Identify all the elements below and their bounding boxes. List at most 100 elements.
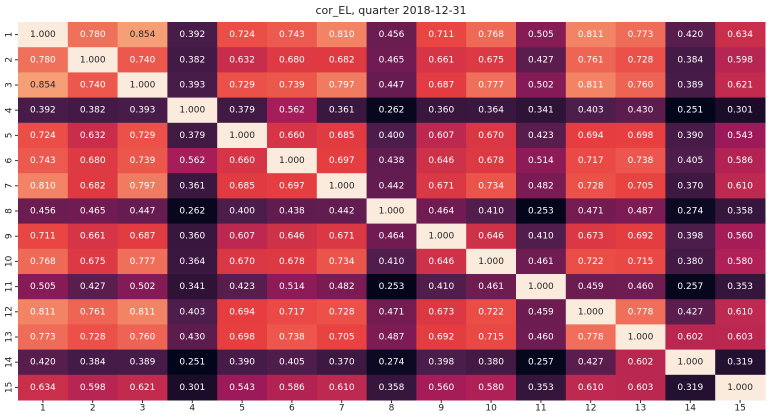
cell-label: 0.364 [478,106,504,116]
cell-label: 0.370 [677,181,703,191]
cell-label: 0.353 [727,282,753,292]
heat-cell [366,148,417,174]
heat-cell [615,349,666,376]
cell-label: 0.739 [130,156,156,166]
cell-label: 0.392 [30,106,56,116]
cell-label: 0.660 [279,131,305,141]
heat-cell [565,374,617,401]
cell-label: 0.427 [528,55,554,65]
y-tick-label: 12 [5,306,15,317]
cell-label: 0.728 [578,181,604,191]
heat-cell [466,122,517,149]
heat-cell [316,72,368,99]
cell-label: 0.598 [80,383,106,393]
heat-cell [366,173,417,199]
cell-label: 0.634 [30,383,56,393]
cell-label: 0.687 [130,232,156,242]
heat-cell [516,324,567,351]
heat-cell [167,248,218,275]
cell-label: 0.621 [727,81,753,91]
heat-cell [117,324,168,351]
heat-cell [316,122,368,149]
heat-cell [715,22,766,48]
cell-label: 0.502 [130,282,156,292]
cell-label: 1.000 [279,156,305,166]
cell-label: 0.562 [279,106,305,116]
cell-label: 0.459 [578,282,604,292]
cell-label: 0.405 [677,156,703,166]
cell-label: 0.646 [428,156,454,166]
cell-label: 0.461 [478,282,504,292]
cell-label: 0.698 [628,131,654,141]
heat-cell [416,148,467,174]
heat-cell [366,299,417,325]
cell-label: 0.274 [677,207,703,217]
heat-cell [67,274,119,300]
heat-cell [665,374,716,401]
heat-cell [316,173,368,199]
cell-label: 0.778 [578,333,604,343]
cell-label: 0.505 [528,30,554,40]
cell-label: 0.464 [428,207,454,217]
heat-cell [565,97,617,124]
heat-cell [18,198,69,225]
cell-label: 0.382 [80,106,106,116]
cell-label: 0.673 [578,232,604,242]
heat-cell [665,223,716,250]
x-tick-label: 6 [289,404,295,414]
cell-label: 0.711 [30,232,56,242]
heat-cell [117,22,168,48]
heat-cell [316,374,368,401]
cell-label: 0.811 [130,307,156,317]
heat-cell [316,274,368,300]
heat-cell [516,198,567,225]
heat-cell [217,97,268,124]
x-tick-label: 3 [140,404,146,414]
cell-label: 0.410 [379,257,405,267]
heat-cell [665,274,716,300]
cell-label: 0.773 [30,333,56,343]
cell-label: 0.543 [727,131,753,141]
heat-cell [67,248,119,275]
heat-cell [665,97,716,124]
cell-label: 0.438 [279,207,305,217]
cell-label: 0.692 [428,333,454,343]
cell-label: 1.000 [478,257,504,267]
heat-cell [366,248,417,275]
heat-cell [466,349,517,376]
heat-cell [18,248,69,275]
cell-label: 0.319 [727,358,753,368]
cell-label: 0.734 [329,257,355,267]
heat-cell [316,349,368,376]
cell-label: 0.675 [80,257,106,267]
heat-cell [416,374,467,401]
heat-cell [565,349,617,376]
heat-cell [715,274,766,300]
heat-cell [366,47,417,73]
cell-label: 0.673 [428,307,454,317]
heat-cell [167,223,218,250]
heat-cell [267,198,318,225]
y-tick-label: 3 [5,82,15,88]
heat-cell [167,274,218,300]
heat-cell [18,324,69,351]
heat-cell [117,97,168,124]
heat-cell [565,72,617,99]
heat-cell [117,349,168,376]
cell-label: 0.602 [677,333,703,343]
cell-label: 0.262 [179,207,205,217]
cell-label: 0.471 [379,307,405,317]
heat-cell [466,248,517,275]
heat-cell [18,97,69,124]
heat-cell [217,47,268,73]
cell-label: 1.000 [428,232,454,242]
cell-label: 0.740 [130,55,156,65]
cell-label: 0.761 [80,307,106,317]
x-tick-label: 9 [438,404,444,414]
cell-label: 0.456 [379,30,405,40]
x-tick-label: 4 [189,404,195,414]
heat-cell [267,299,318,325]
cell-label: 0.854 [30,81,56,91]
heat-cell [366,122,417,149]
